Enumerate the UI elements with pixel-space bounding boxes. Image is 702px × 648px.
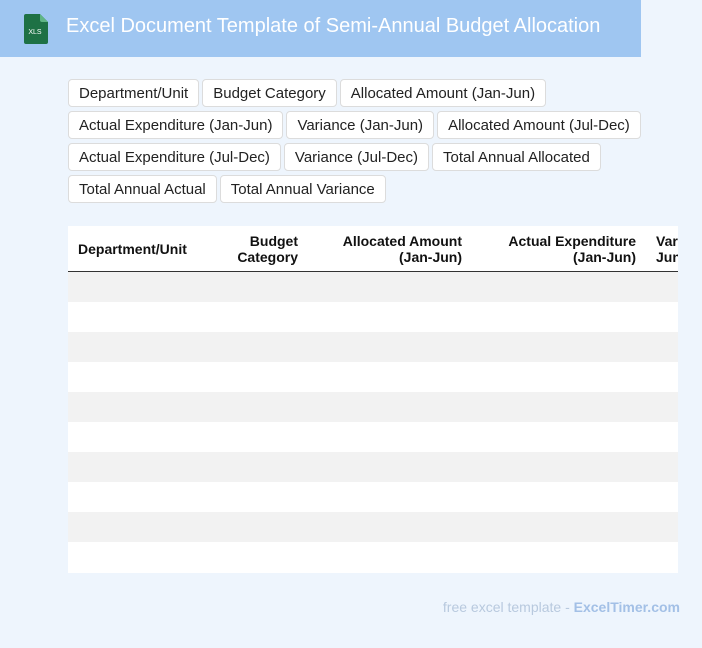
footer-site: ExcelTimer.com bbox=[573, 599, 680, 615]
icon-label: XLS bbox=[28, 29, 42, 36]
table-row bbox=[68, 332, 678, 362]
field-tag: Budget Category bbox=[202, 79, 337, 107]
table-row bbox=[68, 422, 678, 452]
header-bar: XLS Excel Document Template of Semi-Annu… bbox=[0, 0, 641, 57]
column-header: Actual Expenditure (Jan-Jun) bbox=[508, 232, 636, 265]
field-tag: Allocated Amount (Jul-Dec) bbox=[437, 111, 641, 139]
table-row bbox=[68, 362, 678, 392]
field-tag: Total Annual Variance bbox=[219, 175, 386, 203]
column-header: Variance (Jan-Jun) bbox=[656, 232, 678, 265]
footer-text: free excel template - bbox=[442, 599, 574, 615]
tag-list: Department/Unit Budget Category Allocated … bbox=[68, 79, 648, 203]
field-tag: Total Annual Actual bbox=[68, 175, 217, 203]
table-row bbox=[68, 452, 678, 482]
field-tag: Variance (Jul-Dec) bbox=[283, 143, 430, 171]
field-tag: Total Annual Allocated bbox=[432, 143, 601, 171]
table-row bbox=[68, 302, 678, 332]
table-row bbox=[68, 392, 678, 422]
field-tag: Allocated Amount (Jan-Jun) bbox=[339, 79, 547, 107]
table: Department/Unit Budget Category Allocated … bbox=[68, 226, 678, 573]
field-tag: Actual Expenditure (Jul-Dec) bbox=[68, 143, 281, 171]
footer: free excel template - ExcelTimer.com bbox=[443, 599, 680, 615]
table-row bbox=[68, 482, 678, 512]
column-header: Department/Unit bbox=[78, 240, 187, 257]
table-header: Department/Unit Budget Category Allocated … bbox=[68, 226, 678, 272]
column-header: Budget Category bbox=[237, 232, 298, 265]
table-row bbox=[68, 272, 678, 302]
field-tag: Actual Expenditure (Jan-Jun) bbox=[68, 111, 284, 139]
table-row bbox=[68, 512, 678, 542]
column-header: Allocated Amount (Jan-Jun) bbox=[342, 232, 462, 265]
field-tag: Variance (Jan-Jun) bbox=[286, 111, 435, 139]
xls-icon: XLS bbox=[24, 14, 48, 44]
page-title: Excel Document Template of Semi-Annual B… bbox=[66, 15, 601, 37]
table-body bbox=[68, 272, 678, 572]
field-tag: Department/Unit bbox=[68, 79, 200, 107]
table-row bbox=[68, 542, 678, 572]
